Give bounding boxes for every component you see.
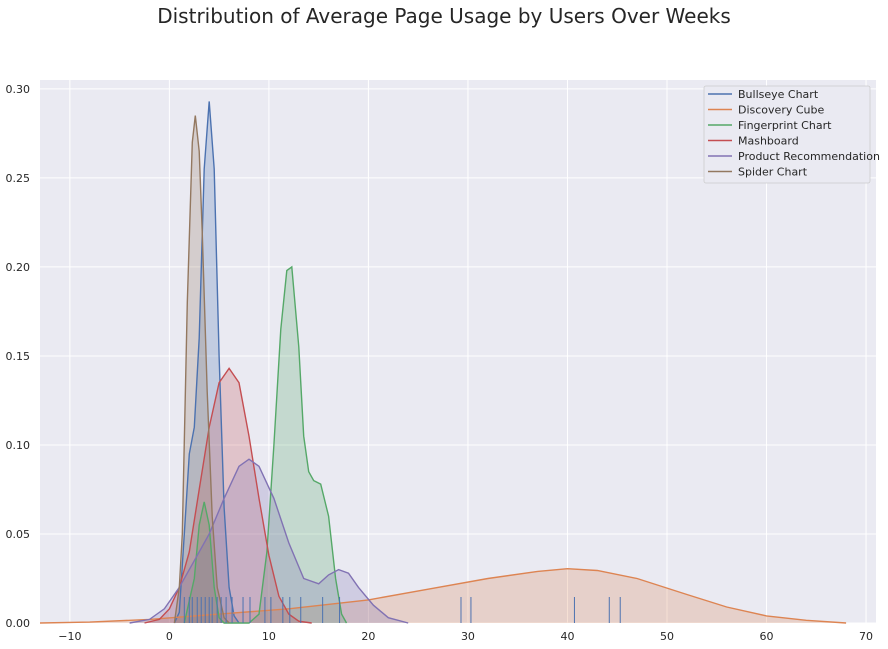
density-areas: [40, 101, 847, 623]
y-axis: 0.00 0.05 0.10 0.15 0.20 0.25 0.30: [6, 83, 31, 630]
x-axis: −10 0 10 20 30 40 50 60 70: [58, 630, 873, 643]
y-tick-label: 0.00: [6, 617, 31, 630]
rug-marks: [183, 597, 621, 623]
density-area-2: [184, 266, 347, 623]
x-tick-label: 30: [461, 630, 475, 643]
legend-label: Mashboard: [738, 135, 799, 148]
x-tick-label: −10: [58, 630, 81, 643]
density-line-1: [39, 567, 847, 624]
x-tick-label: 40: [560, 630, 574, 643]
legend-label: Bullseye Chart: [738, 88, 819, 101]
x-tick-label: 50: [660, 630, 674, 643]
legend-label: Product Recommendation: [738, 150, 880, 163]
y-tick-label: 0.05: [6, 528, 31, 541]
x-tick-label: 10: [262, 630, 276, 643]
density-line-3: [144, 367, 312, 624]
y-tick-label: 0.20: [6, 261, 31, 274]
chart-title: Distribution of Average Page Usage by Us…: [157, 4, 731, 28]
density-area-4: [129, 459, 409, 623]
density-line-5: [173, 115, 230, 624]
x-tick-label: 60: [760, 630, 774, 643]
legend-label: Fingerprint Chart: [738, 119, 832, 132]
density-line-0: [173, 101, 240, 624]
legend-label: Discovery Cube: [738, 104, 824, 117]
density-area-5: [174, 115, 230, 623]
x-tick-label: 20: [361, 630, 375, 643]
x-tick-label: 0: [166, 630, 173, 643]
y-tick-label: 0.25: [6, 172, 31, 185]
density-area-3: [144, 368, 312, 623]
density-area-1: [40, 568, 847, 623]
legend-box: [703, 85, 871, 184]
density-lines: [39, 101, 847, 624]
y-tick-label: 0.15: [6, 350, 31, 363]
legend-label: Spider Chart: [738, 166, 808, 179]
y-tick-label: 0.30: [6, 83, 31, 96]
y-tick-label: 0.10: [6, 439, 31, 452]
legend: Bullseye Chart Discovery Cube Fingerprint …: [703, 85, 880, 184]
density-line-4: [129, 458, 409, 624]
density-line-2: [183, 265, 348, 624]
x-tick-label: 70: [859, 630, 873, 643]
